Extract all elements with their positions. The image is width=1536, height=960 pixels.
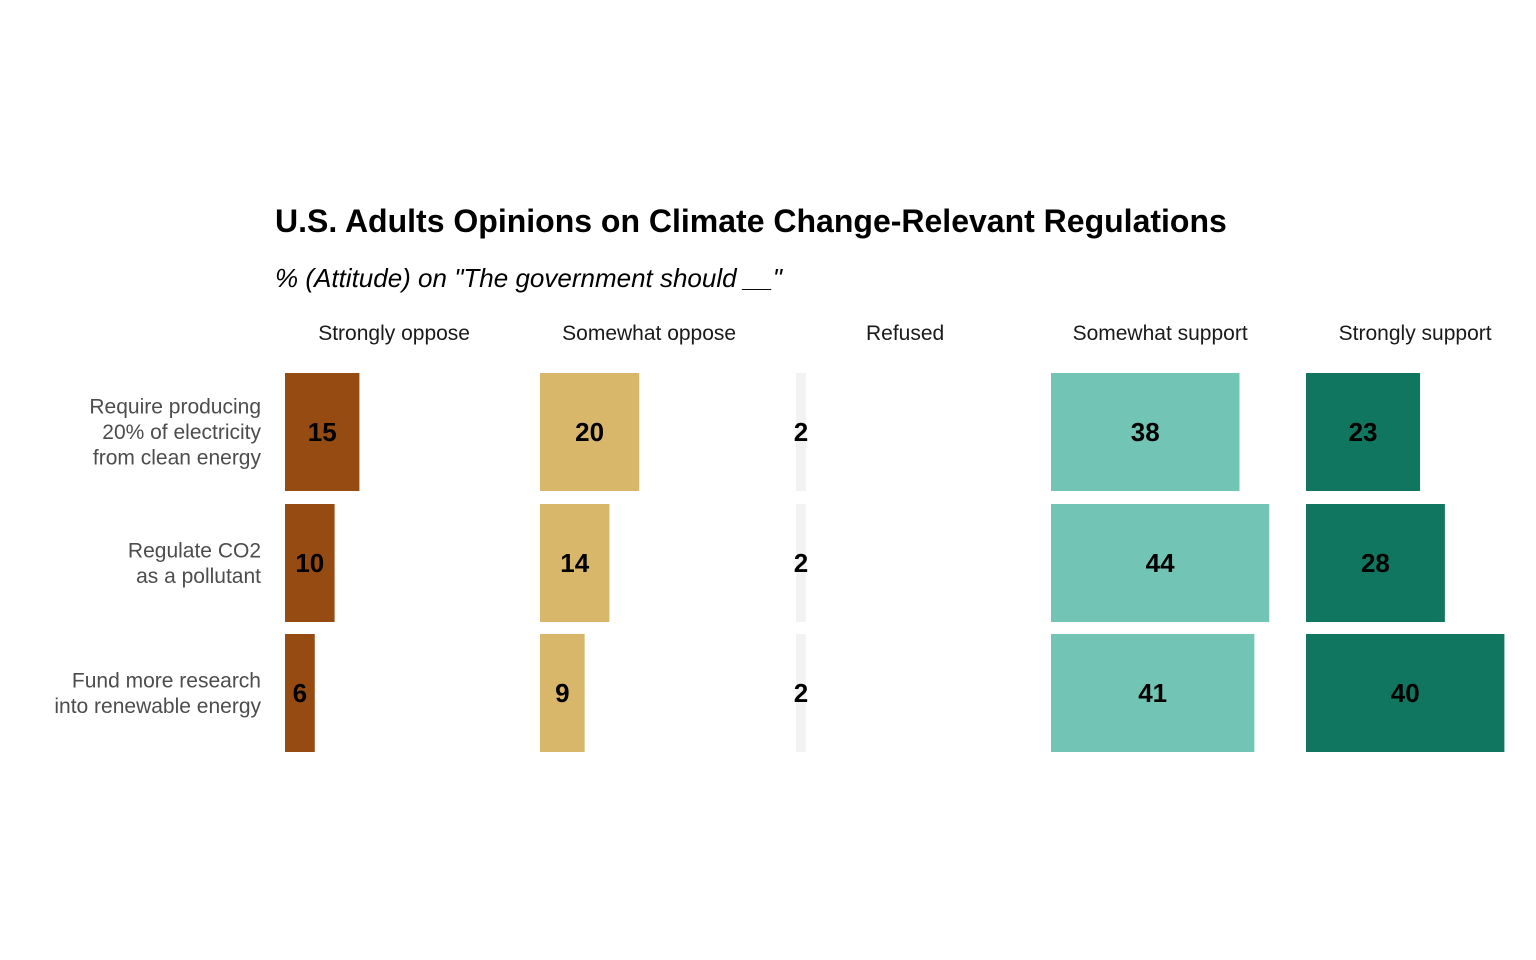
- bar-somewhat-oppose-row-1: [540, 373, 640, 491]
- row-label-line: Regulate CO2: [128, 539, 261, 562]
- row-label-line: Fund more research: [72, 669, 261, 692]
- bar-value-strongly-support-row-3: 40: [1391, 678, 1420, 708]
- bar-value-strongly-oppose-row-3: 6: [293, 678, 307, 708]
- bar-strongly-support-row-2: [1306, 504, 1445, 622]
- bar-refused-row-3: [796, 634, 806, 752]
- column-header-strongly-support: Strongly support: [1339, 322, 1492, 345]
- row-label-3: Fund more research into renewable energy: [54, 669, 261, 718]
- bar-strongly-support-row-3: [1306, 634, 1505, 752]
- bar-strongly-oppose-row-3: [285, 634, 315, 752]
- row-label-line: as a pollutant: [136, 565, 261, 588]
- column-header-refused: Refused: [866, 322, 944, 345]
- chart-subtitle: % (Attitude) on "The government should _…: [275, 263, 784, 293]
- bar-somewhat-support-row-3: [1051, 634, 1255, 752]
- bar-value-refused-row-3: 2: [794, 678, 808, 708]
- bar-refused-row-2: [796, 504, 806, 622]
- bar-strongly-support-row-1: [1306, 373, 1421, 491]
- column-header-somewhat-oppose: Somewhat oppose: [562, 322, 736, 345]
- bar-strongly-oppose-row-1: [285, 373, 360, 491]
- chart-title: U.S. Adults Opinions on Climate Change-R…: [275, 203, 1227, 239]
- bar-strongly-oppose-row-2: [285, 504, 335, 622]
- bar-value-somewhat-support-row-2: 44: [1146, 548, 1175, 578]
- row-label-line: Require producing: [89, 396, 261, 419]
- bar-value-somewhat-oppose-row-1: 20: [575, 417, 604, 447]
- row-label-line: 20% of electricity: [102, 421, 261, 444]
- bar-value-strongly-oppose-row-1: 15: [308, 417, 337, 447]
- bar-somewhat-oppose-row-2: [540, 504, 610, 622]
- column-headers: Strongly oppose Somewhat oppose Refused Som…: [318, 322, 1492, 345]
- row-label-line: from clean energy: [93, 447, 262, 470]
- bars: [285, 373, 1505, 752]
- bar-value-somewhat-oppose-row-2: 14: [560, 548, 589, 578]
- row-labels: Require producing 20% of electricity from …: [54, 396, 261, 718]
- row-label-2: Regulate CO2 as a pollutant: [128, 539, 261, 588]
- row-label-1: Require producing 20% of electricity from …: [89, 396, 261, 470]
- bar-somewhat-support-row-2: [1051, 504, 1270, 622]
- bar-value-strongly-support-row-2: 28: [1361, 548, 1390, 578]
- bar-value-strongly-support-row-1: 23: [1349, 417, 1378, 447]
- bar-value-somewhat-support-row-1: 38: [1131, 417, 1160, 447]
- bar-value-somewhat-support-row-3: 41: [1138, 678, 1167, 708]
- bar-value-labels: 15 10 6 20 14 9 2 2 2 38 44 41 23 28 40: [293, 417, 1420, 708]
- bar-somewhat-oppose-row-3: [540, 634, 585, 752]
- bar-value-refused-row-1: 2: [794, 417, 808, 447]
- bar-somewhat-support-row-1: [1051, 373, 1240, 491]
- row-label-line: into renewable energy: [54, 695, 261, 718]
- bar-refused-row-1: [796, 373, 806, 491]
- bar-value-refused-row-2: 2: [794, 548, 808, 578]
- column-header-strongly-oppose: Strongly oppose: [318, 322, 470, 345]
- column-header-somewhat-support: Somewhat support: [1073, 322, 1248, 345]
- bar-value-somewhat-oppose-row-3: 9: [555, 678, 569, 708]
- bar-value-strongly-oppose-row-2: 10: [295, 548, 324, 578]
